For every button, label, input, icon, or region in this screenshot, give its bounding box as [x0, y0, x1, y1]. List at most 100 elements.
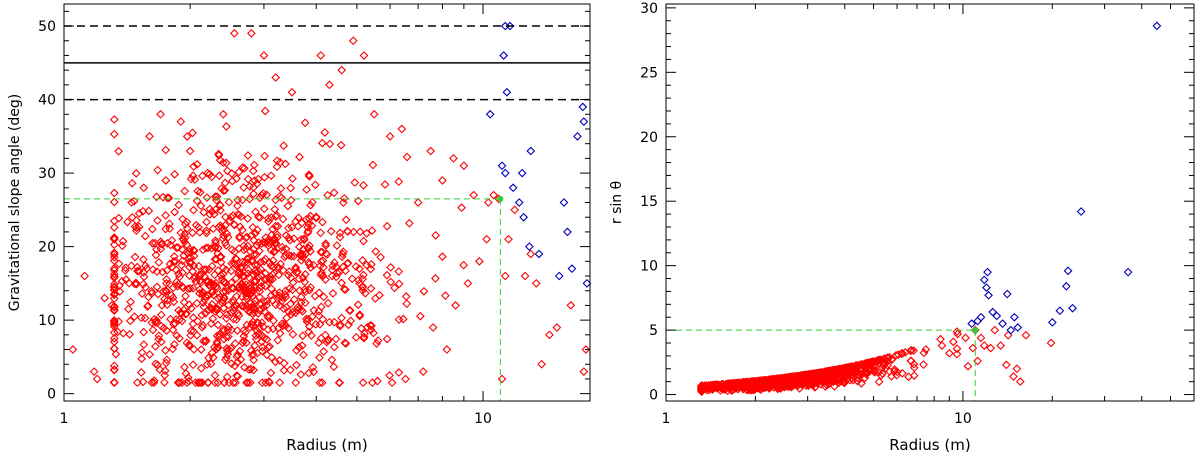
data-point: [270, 246, 280, 256]
data-point: [284, 250, 294, 260]
data-point: [178, 214, 187, 224]
data-point: [176, 228, 186, 238]
data-point: [306, 331, 316, 340]
data-point: [510, 205, 520, 215]
data-point: [265, 342, 274, 351]
y-axis-label: r sin θ: [609, 181, 625, 224]
data-point: [202, 228, 211, 238]
data-point: [127, 178, 137, 188]
data-point: [307, 197, 317, 207]
data-point: [171, 256, 180, 266]
data-point: [109, 316, 119, 326]
data-point: [156, 310, 166, 320]
data-point: [757, 376, 766, 386]
data-point: [207, 261, 217, 271]
data-point: [459, 260, 469, 270]
data-point: [341, 215, 351, 225]
data-point: [283, 270, 293, 280]
data-point: [520, 271, 530, 281]
data-point: [348, 36, 358, 46]
data-point: [215, 201, 225, 210]
data-point: [579, 367, 589, 376]
data-point: [124, 304, 133, 314]
data-point: [246, 364, 256, 374]
data-point: [138, 377, 148, 387]
data-point: [130, 279, 140, 289]
data-point: [210, 370, 220, 380]
data-point: [289, 295, 299, 304]
data-point: [353, 300, 363, 310]
axis-ticks: 0 5 10 15 20 25 30 1 10: [640, 1, 1195, 427]
data-point: [748, 382, 757, 392]
data-point: [245, 194, 254, 204]
data-point: [245, 182, 255, 191]
data-point: [718, 384, 727, 394]
data-point: [275, 355, 285, 365]
data-point: [833, 374, 842, 383]
data-point: [208, 314, 218, 324]
y-tick-label: 50: [38, 19, 56, 35]
data-point: [260, 106, 270, 116]
data-point: [291, 217, 301, 226]
data-point: [161, 145, 171, 155]
data-point: [240, 327, 250, 337]
data-point: [968, 343, 978, 353]
data-point: [892, 367, 902, 377]
data-point: [202, 360, 212, 369]
data-point: [728, 383, 737, 392]
data-point: [275, 291, 284, 301]
data-point: [296, 297, 306, 307]
data-point: [206, 319, 216, 328]
data-point: [228, 378, 238, 387]
data-point: [80, 271, 90, 281]
data-point: [283, 201, 293, 211]
data-point: [237, 225, 247, 235]
data-point: [772, 375, 781, 385]
outlier-point: [1002, 289, 1012, 299]
outlier-point: [1009, 312, 1019, 322]
data-point: [258, 342, 267, 352]
data-point: [367, 321, 376, 331]
data-point: [304, 171, 314, 181]
data-point: [944, 348, 954, 358]
data-point: [327, 355, 337, 365]
data-point: [171, 315, 181, 324]
data-point: [239, 331, 249, 341]
data-point: [154, 331, 164, 341]
data-point: [763, 379, 773, 388]
data-point: [306, 211, 315, 221]
data-point: [267, 275, 277, 284]
data-point: [248, 222, 258, 232]
data-point: [320, 330, 330, 340]
data-point: [250, 266, 260, 275]
data-point: [129, 196, 139, 206]
data-point: [296, 292, 306, 302]
data-point: [131, 169, 141, 178]
data-point: [221, 158, 231, 168]
data-point: [269, 234, 279, 244]
data-point: [345, 305, 354, 315]
data-point: [336, 320, 345, 330]
data-point: [205, 204, 215, 214]
data-point: [235, 232, 244, 241]
data-point: [109, 378, 119, 387]
data-point: [281, 250, 291, 260]
data-point: [272, 210, 282, 220]
data-point: [238, 338, 247, 348]
data-point: [838, 377, 848, 387]
data-point: [203, 305, 213, 315]
data-point: [196, 345, 206, 354]
data-point: [245, 281, 255, 290]
data-point: [223, 232, 233, 242]
data-point: [248, 317, 258, 327]
data-point: [851, 361, 860, 371]
data-point: [172, 243, 181, 253]
data-point: [231, 378, 240, 387]
data-point: [801, 370, 811, 380]
data-point: [153, 216, 162, 225]
y-tick-label: 30: [640, 1, 658, 17]
data-point: [152, 245, 161, 254]
data-point: [156, 321, 166, 331]
data-point: [117, 241, 127, 251]
data-point: [331, 334, 341, 344]
